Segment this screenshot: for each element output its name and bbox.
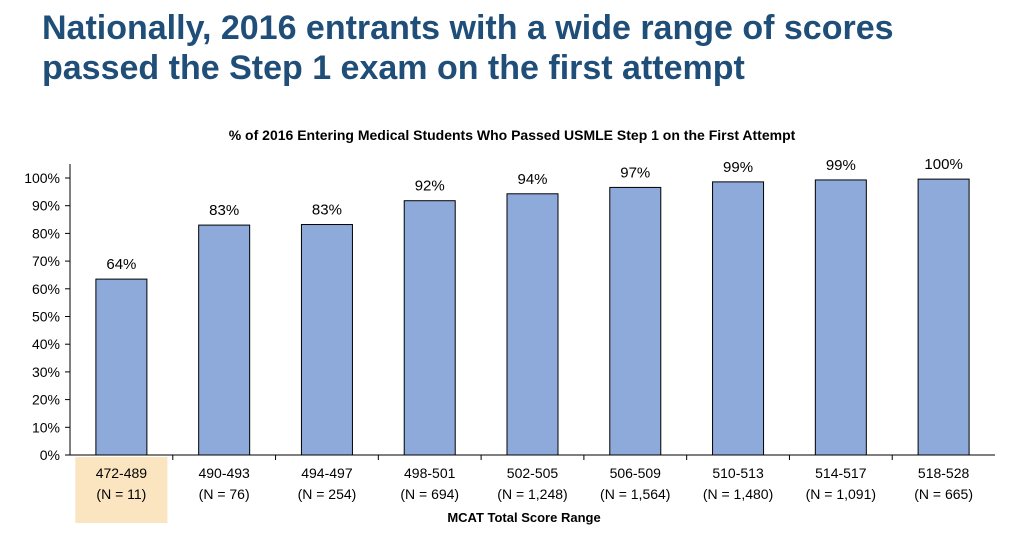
x-category-label: 472-489	[96, 465, 148, 481]
x-category-count: (N = 76)	[199, 486, 250, 502]
x-category-count: (N = 694)	[400, 486, 459, 502]
headline-line-1: Nationally, 2016 entrants with a wide ra…	[42, 9, 894, 47]
y-tick-label: 40%	[32, 336, 60, 352]
bar	[403, 200, 456, 456]
y-tick-label: 30%	[32, 364, 60, 380]
x-axis-title: MCAT Total Score Range	[447, 510, 600, 525]
data-label: 92%	[415, 178, 445, 195]
x-category-count: (N = 1,564)	[600, 486, 670, 502]
bar	[917, 178, 970, 456]
category-highlight-layer	[75, 457, 168, 523]
bar	[506, 193, 559, 456]
x-category-count: (N = 254)	[298, 486, 357, 502]
x-axis: 472-489 (N = 11) 490-493 (N = 76) 494-497 (N …	[70, 454, 995, 502]
bar	[609, 186, 662, 456]
x-category-label: 494-497	[301, 465, 353, 481]
y-tick-label: 0%	[40, 447, 60, 463]
x-category-label: 490-493	[198, 465, 250, 481]
y-tick-label: 100%	[24, 170, 60, 186]
data-label: 83%	[209, 202, 239, 219]
y-tick-label: 50%	[32, 309, 60, 325]
x-category-label: 502-505	[507, 465, 559, 481]
data-label: 99%	[826, 157, 856, 174]
data-label: 94%	[517, 171, 547, 188]
y-axis: 0% 10% 20% 30% 40% 50% 60% 70% 80% 90% 100%	[24, 164, 71, 463]
data-label: 99%	[723, 159, 753, 176]
bar	[300, 224, 353, 456]
y-tick-label: 60%	[32, 281, 60, 297]
data-label: 97%	[620, 164, 650, 181]
x-category-label: 518-528	[918, 465, 970, 481]
bar	[198, 224, 251, 456]
x-category-count: (N = 1,480)	[703, 486, 773, 502]
x-category-label: 514-517	[815, 465, 867, 481]
bar	[814, 179, 867, 456]
chart-title: % of 2016 Entering Medical Students Who …	[229, 127, 796, 143]
x-category-count: (N = 1,248)	[497, 486, 567, 502]
y-tick-label: 20%	[32, 392, 60, 408]
y-tick-label: 70%	[32, 253, 60, 269]
data-labels-layer: 64% 83% 83% 92% 94% 97% 99% 99% 100%	[106, 156, 962, 273]
slide-headline: Nationally, 2016 entrants with a wide ra…	[42, 8, 1002, 88]
x-category-label: 506-509	[610, 465, 662, 481]
bar	[95, 278, 148, 456]
y-tick-label: 90%	[32, 198, 60, 214]
bars-layer	[95, 178, 970, 456]
x-category-label: 498-501	[404, 465, 456, 481]
data-label: 100%	[924, 156, 962, 173]
bar	[712, 181, 765, 456]
data-label: 64%	[106, 256, 136, 273]
x-category-count: (N = 11)	[96, 486, 146, 502]
data-label: 83%	[312, 202, 342, 219]
x-category-count: (N = 665)	[914, 486, 973, 502]
y-tick-label: 80%	[32, 225, 60, 241]
x-category-label: 510-513	[712, 465, 764, 481]
x-category-count: (N = 1,091)	[806, 486, 876, 502]
category-highlight	[75, 457, 168, 523]
headline-line-2: passed the Step 1 exam on the first atte…	[42, 49, 745, 87]
y-tick-label: 10%	[32, 419, 60, 435]
